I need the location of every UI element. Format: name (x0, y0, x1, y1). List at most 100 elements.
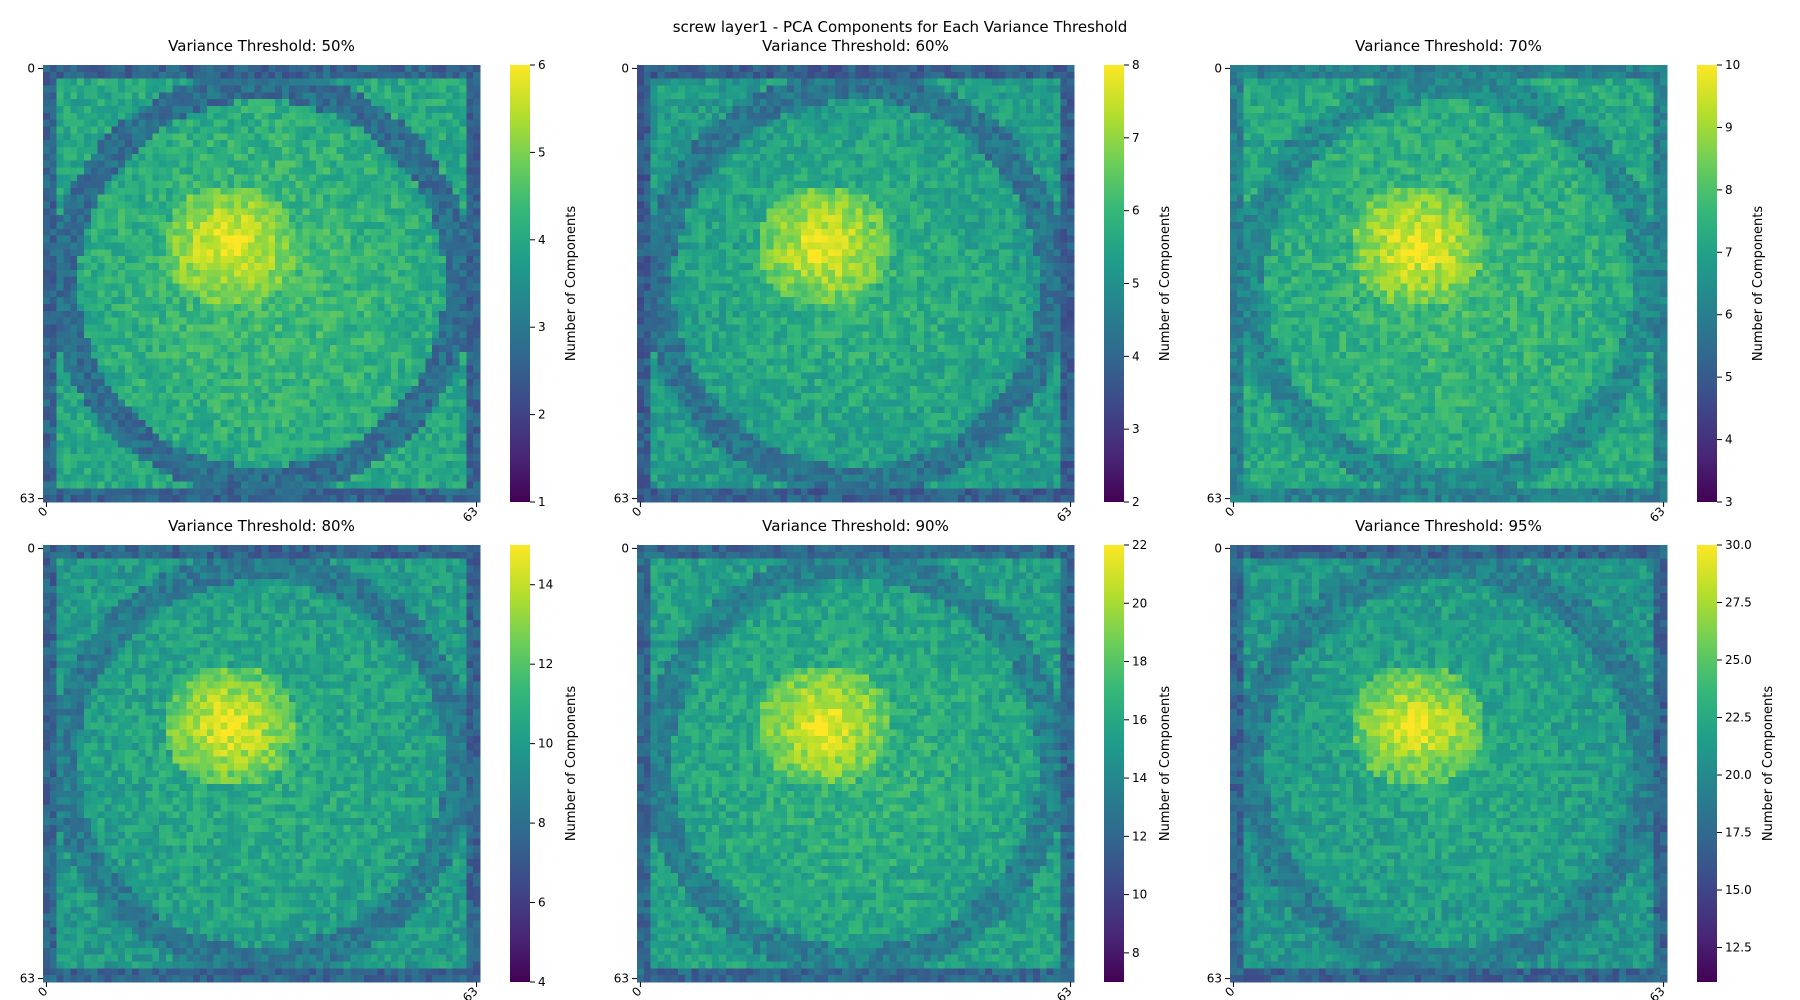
heatmap-cell (125, 359, 132, 366)
heatmap-cell (678, 65, 685, 72)
heatmap-cell (214, 215, 221, 222)
heatmap-cell (166, 454, 173, 461)
colorbar-tick-label: 2 (538, 408, 546, 422)
heatmap-cell (419, 441, 426, 448)
heatmap-cell (849, 147, 856, 154)
heatmap-cell (1006, 120, 1013, 127)
heatmap-cell (453, 208, 460, 215)
heatmap-cell (453, 345, 460, 352)
heatmap-cell (166, 92, 173, 99)
heatmap-cell (214, 461, 221, 468)
heatmap-cell (364, 406, 371, 413)
heatmap-cell (439, 427, 446, 434)
heatmap-cell (739, 140, 746, 147)
heatmap-cell (214, 454, 221, 461)
heatmap-cell (275, 106, 282, 113)
heatmap-cell (186, 99, 193, 106)
heatmap-cell (398, 256, 405, 263)
heatmap-cell (268, 352, 275, 359)
heatmap-cell (685, 126, 692, 133)
heatmap-cell (180, 393, 187, 400)
heatmap-cell (398, 434, 405, 441)
heatmap-cell (972, 85, 979, 92)
heatmap-cell (296, 372, 303, 379)
heatmap-cell (282, 222, 289, 229)
heatmap-cell (343, 65, 350, 72)
heatmap-cell (221, 208, 228, 215)
heatmap-cell (159, 92, 166, 99)
heatmap-cell (139, 147, 146, 154)
heatmap-cell (50, 400, 57, 407)
heatmap-cell (398, 195, 405, 202)
heatmap-cell (378, 406, 385, 413)
heatmap-cell (774, 92, 781, 99)
heatmap-cell (145, 229, 152, 236)
heatmap-cell (330, 447, 337, 454)
heatmap-cell (180, 243, 187, 250)
heatmap-cell (255, 338, 262, 345)
heatmap-cell (241, 263, 248, 270)
heatmap-cell (70, 318, 77, 325)
heatmap-cell (118, 311, 125, 318)
heatmap-cell (282, 106, 289, 113)
heatmap-cell (453, 195, 460, 202)
heatmap-cell (262, 482, 269, 489)
heatmap-cell (262, 372, 269, 379)
heatmap-cell (364, 284, 371, 291)
heatmap-cell (466, 202, 473, 209)
heatmap-cell (316, 290, 323, 297)
heatmap-cell (371, 400, 378, 407)
heatmap-cell (63, 345, 70, 352)
heatmap-cell (221, 270, 228, 277)
heatmap-cell (903, 140, 910, 147)
heatmap-cell (460, 208, 467, 215)
heatmap-cell (227, 475, 234, 482)
heatmap-cell (419, 106, 426, 113)
heatmap-cell (221, 475, 228, 482)
heatmap-cell (111, 270, 118, 277)
heatmap-cell (91, 331, 98, 338)
heatmap-cell (432, 65, 439, 72)
heatmap-cell (1013, 99, 1020, 106)
heatmap-cell (384, 174, 391, 181)
heatmap-cell (125, 236, 132, 243)
heatmap-cell (193, 236, 200, 243)
heatmap-cell (391, 208, 398, 215)
heatmap-cell (227, 393, 234, 400)
heatmap-cell (255, 441, 262, 448)
heatmap-cell (350, 393, 357, 400)
heatmap-cell (118, 92, 125, 99)
heatmap-cell (104, 482, 111, 489)
heatmap-cell (794, 120, 801, 127)
heatmap-cell (282, 263, 289, 270)
heatmap-cell (98, 338, 105, 345)
heatmap-cell (1054, 147, 1061, 154)
heatmap-cell (262, 454, 269, 461)
heatmap-cell (453, 304, 460, 311)
heatmap-cell (719, 140, 726, 147)
heatmap-cell (125, 202, 132, 209)
heatmap-cell (453, 386, 460, 393)
heatmap-cell (268, 106, 275, 113)
heatmap-cell (835, 154, 842, 161)
heatmap-cell (316, 454, 323, 461)
heatmap-cell (221, 488, 228, 495)
heatmap-cell (446, 195, 453, 202)
heatmap-cell (57, 338, 64, 345)
heatmap-cell (890, 79, 897, 86)
heatmap-cell (214, 372, 221, 379)
heatmap-cell (439, 79, 446, 86)
heatmap-cell (200, 468, 207, 475)
heatmap-cell (268, 468, 275, 475)
heatmap-cell (398, 338, 405, 345)
heatmap-cell (234, 181, 241, 188)
heatmap-cell (98, 468, 105, 475)
heatmap-cell (739, 65, 746, 72)
heatmap-cell (152, 475, 159, 482)
heatmap-cell (296, 167, 303, 174)
heatmap-cell (214, 72, 221, 79)
heatmap-cell (173, 345, 180, 352)
heatmap-cell (152, 386, 159, 393)
heatmap-cell (268, 406, 275, 413)
heatmap-cell (125, 256, 132, 263)
